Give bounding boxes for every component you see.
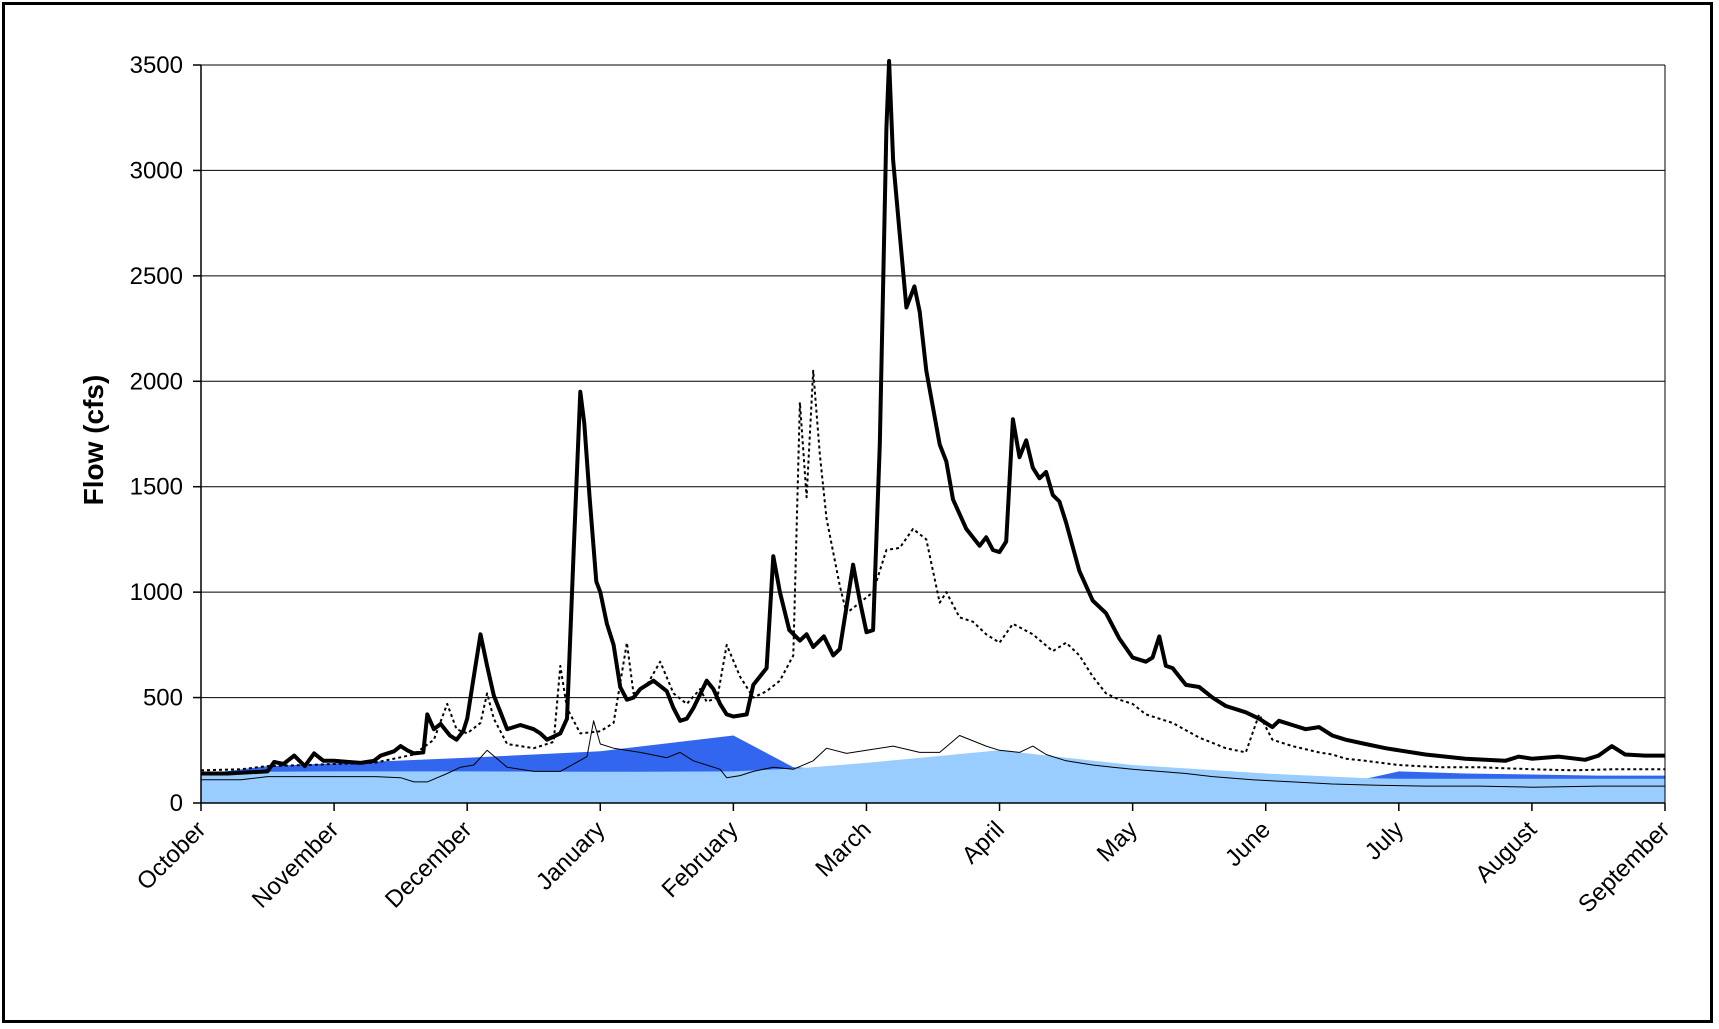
- y-tick-label-2000: 2000: [130, 368, 183, 395]
- y-tick-label-0: 0: [170, 790, 183, 817]
- month-label-july: July: [1360, 816, 1409, 865]
- flow-chart: 0 500 1000 1500 2000 2500 3000 3500 October Novem…: [78, 52, 1675, 918]
- y-tick-label-1000: 1000: [130, 579, 183, 606]
- month-label-march: March: [810, 816, 876, 882]
- y-tick-label-2500: 2500: [130, 263, 183, 290]
- y-tick-label-3000: 3000: [130, 157, 183, 184]
- month-label-june: June: [1220, 816, 1276, 872]
- series-line-thick: [201, 59, 1665, 776]
- gridlines: [201, 64, 1665, 699]
- month-label-august: August: [1470, 816, 1542, 888]
- month-label-april: April: [957, 816, 1010, 869]
- y-tick-label-1500: 1500: [130, 474, 183, 501]
- y-tick-label-3500: 3500: [130, 52, 183, 79]
- month-label-may: May: [1092, 816, 1143, 867]
- month-label-october: October: [132, 816, 211, 895]
- month-label-september: September: [1573, 816, 1675, 918]
- flow-lines: [200, 59, 1665, 788]
- month-label-december: December: [380, 816, 477, 913]
- series-line-dotted: [200, 369, 1665, 772]
- axes: [193, 64, 1666, 811]
- series-line-thin: [201, 720, 1665, 788]
- month-label-november: November: [247, 816, 344, 913]
- y-axis-title: Flow (cfs): [78, 375, 109, 506]
- month-label-february: February: [657, 816, 744, 903]
- month-label-january: January: [531, 816, 610, 895]
- flow-areas: [201, 735, 1665, 803]
- y-tick-label-500: 500: [143, 685, 183, 712]
- area-light-blue-2: [201, 750, 1665, 803]
